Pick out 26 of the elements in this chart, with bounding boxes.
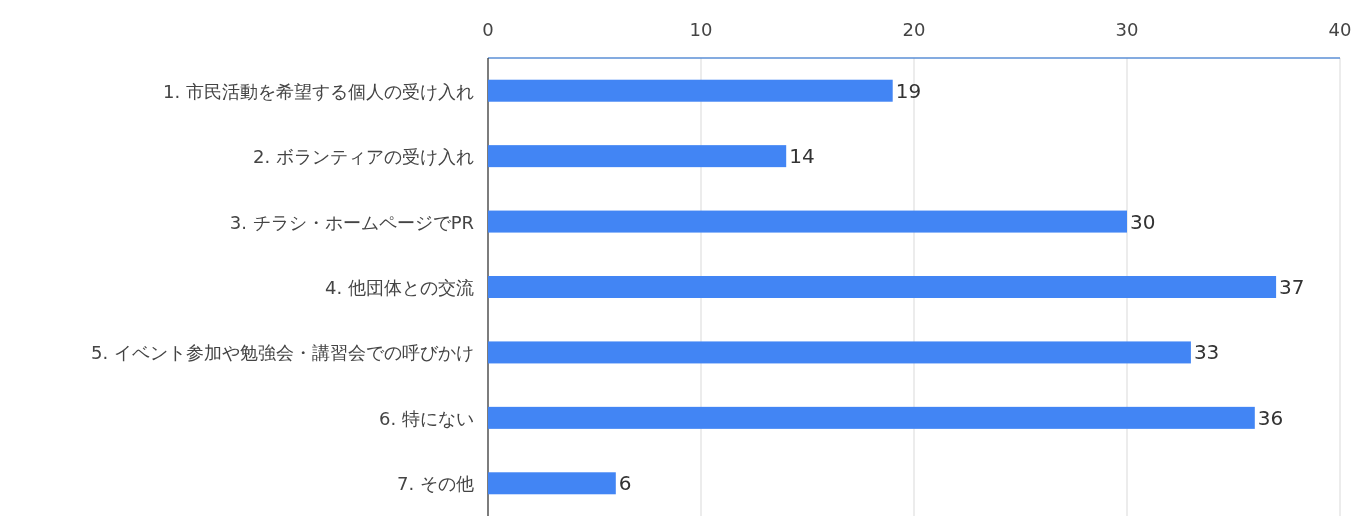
x-tick-label: 30 (1115, 19, 1139, 40)
data-label: 30 (1130, 209, 1156, 234)
y-tick-label: 1. 市民活動を希望する個人の受け入れ (163, 80, 474, 102)
x-tick-label: 20 (902, 19, 926, 40)
data-label: 36 (1257, 405, 1284, 430)
y-tick-label: 4. 他団体との交流 (325, 277, 474, 298)
bar (488, 79, 893, 102)
bar (488, 406, 1255, 429)
data-label: 6 (618, 471, 632, 496)
y-tick-label: 5. イベント参加や勉強会・講習会での呼びかけ (91, 342, 474, 364)
x-tick-label: 0 (482, 19, 494, 40)
data-label: 14 (789, 144, 815, 169)
bar (488, 276, 1277, 298)
y-tick-label: 3. チラシ・ホームページでPR (229, 211, 474, 233)
bar (488, 341, 1191, 364)
bar (488, 145, 787, 168)
data-label: 37 (1279, 275, 1305, 299)
bar (488, 472, 616, 495)
x-tick-label: 40 (1328, 19, 1352, 40)
x-tick-label: 10 (689, 19, 713, 40)
y-tick-label: 7. その他 (397, 473, 474, 495)
y-tick-label: 2. ボランティアの受け入れ (253, 146, 474, 168)
data-label: 19 (895, 78, 922, 103)
y-tick-label: 6. 特にない (379, 407, 474, 429)
bar (488, 210, 1127, 233)
data-label: 33 (1193, 340, 1220, 365)
